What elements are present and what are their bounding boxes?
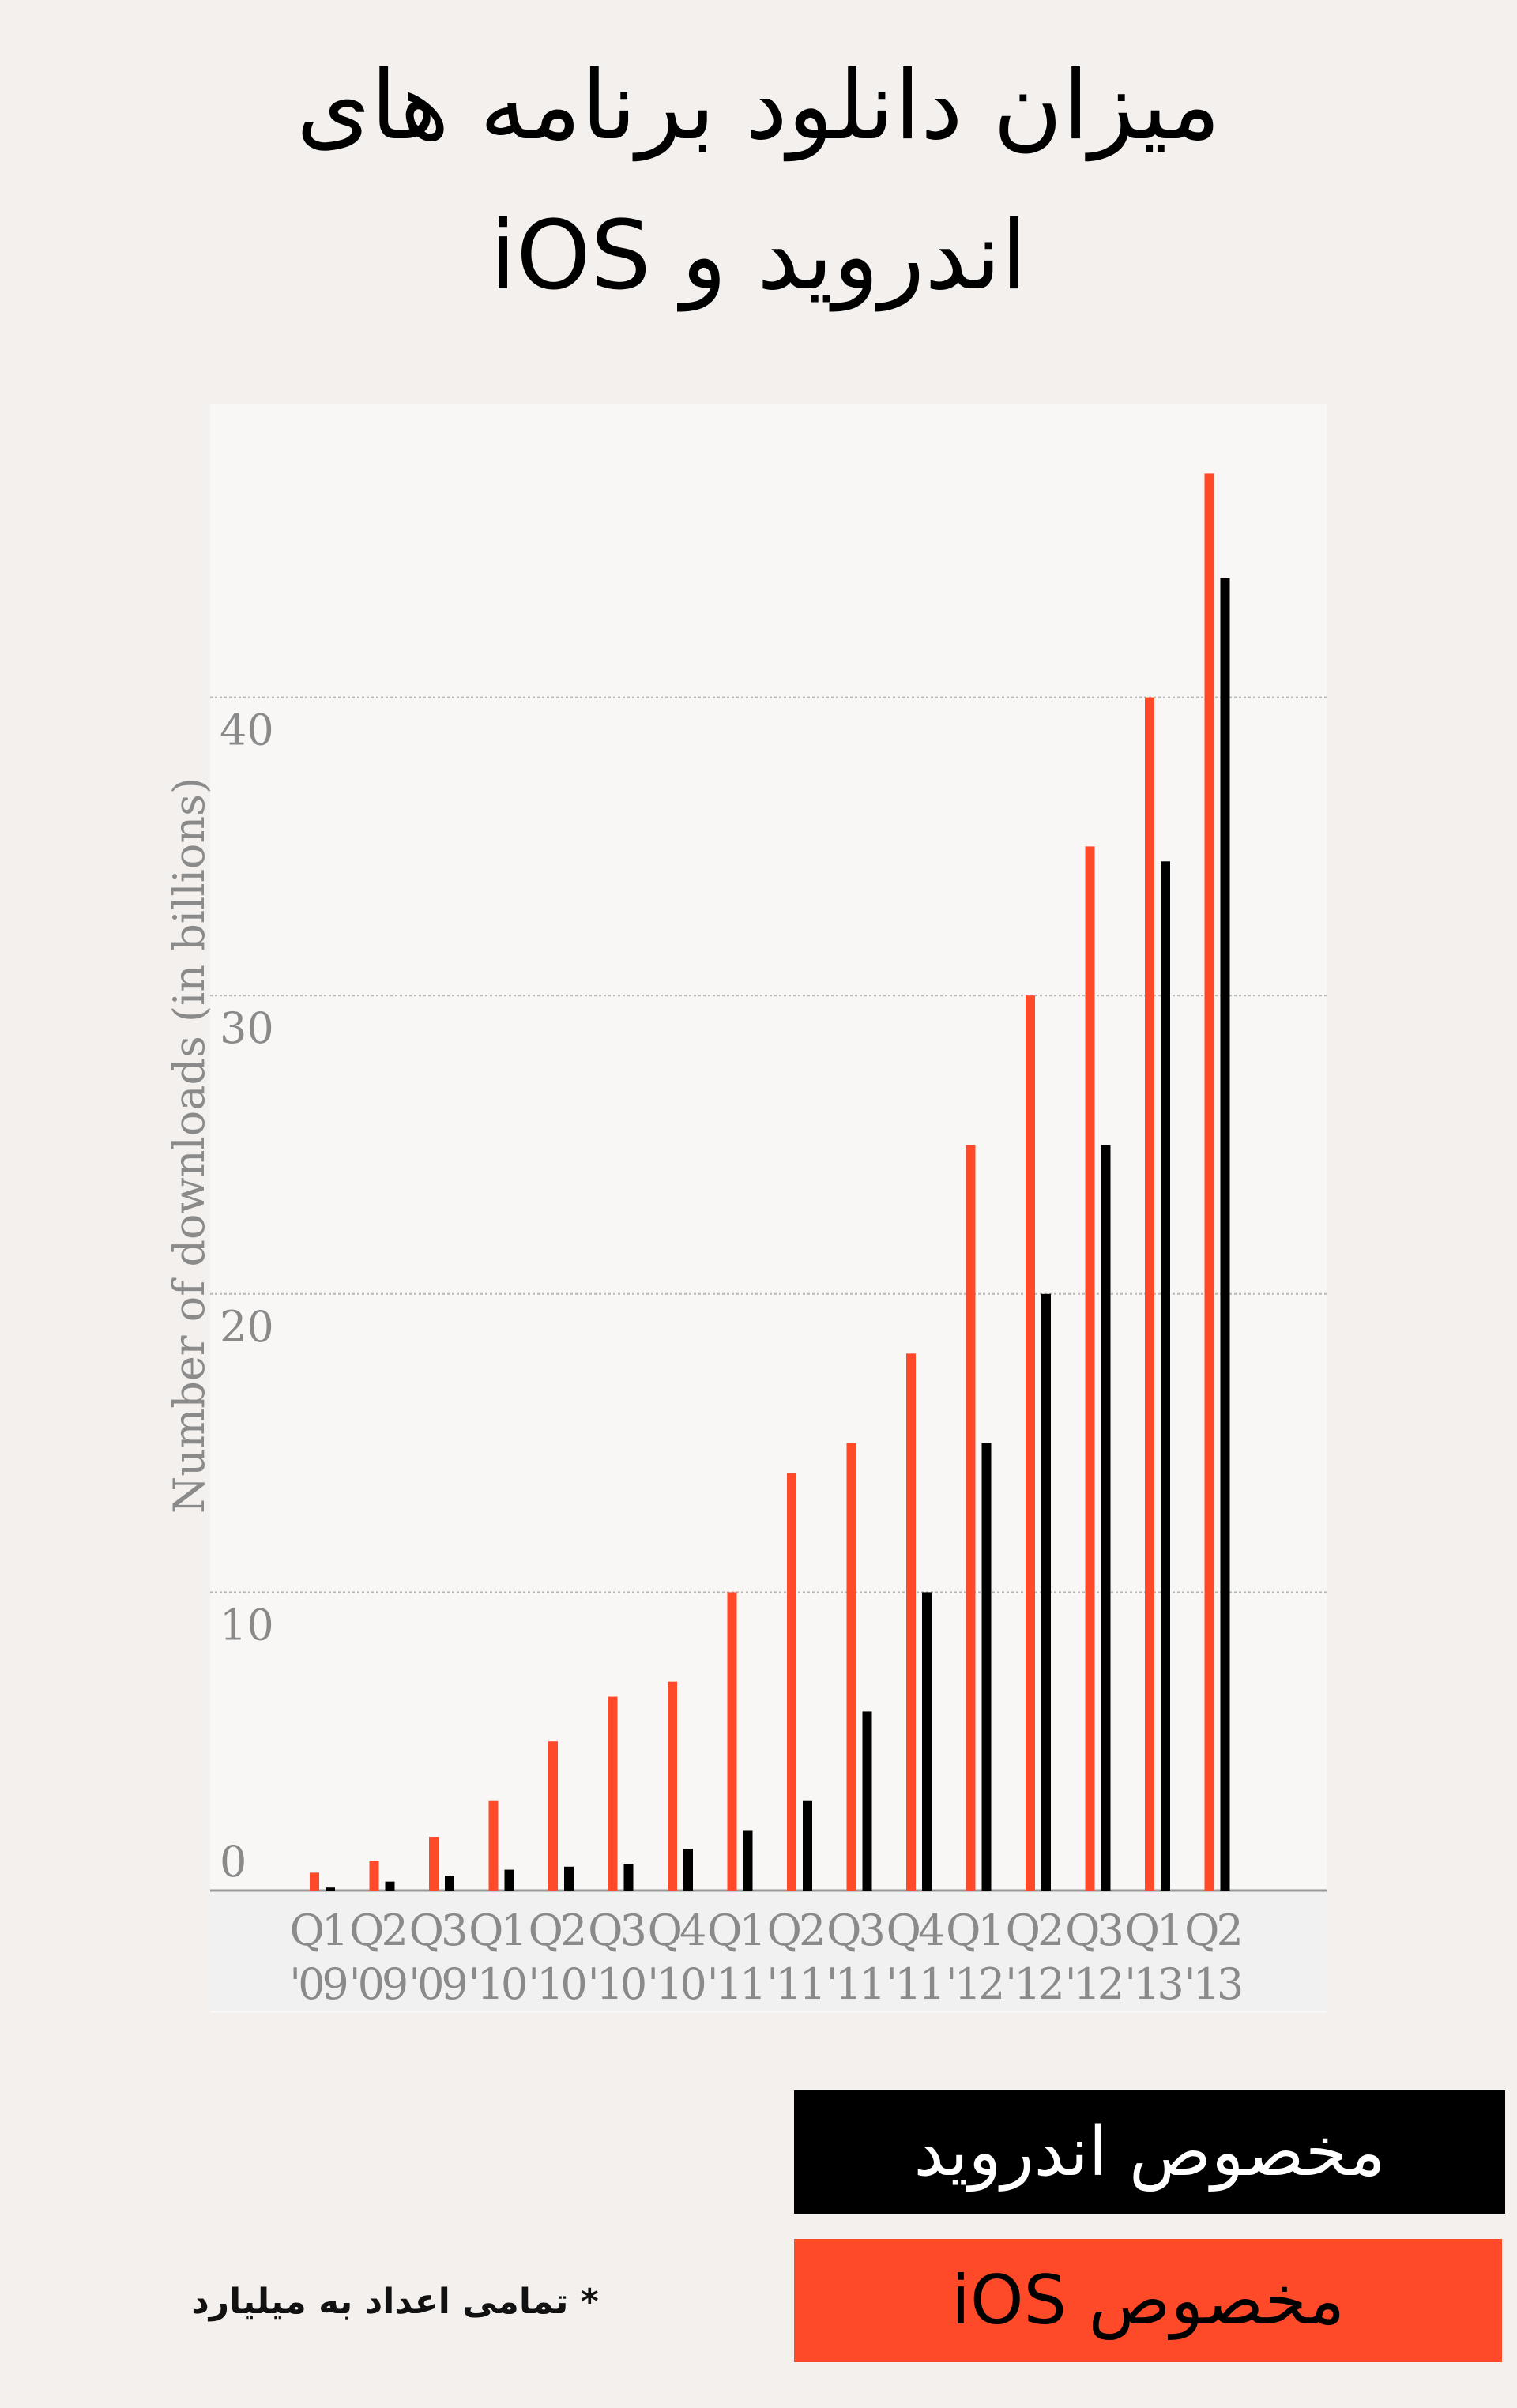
bar-ios bbox=[548, 1741, 558, 1891]
bar-android bbox=[981, 1443, 992, 1891]
bar-ios bbox=[429, 1837, 439, 1891]
x-tick-quarter: Q1 bbox=[469, 1906, 525, 1955]
bar-android bbox=[1101, 1145, 1111, 1891]
y-tick-label: 20 bbox=[220, 1302, 274, 1352]
x-tick-year: '10 bbox=[588, 1959, 645, 2009]
bar-android bbox=[326, 1887, 335, 1891]
x-tick-year: '11 bbox=[886, 1959, 943, 2009]
bar-android bbox=[862, 1711, 872, 1891]
legend-ios-label: مخصوص iOS bbox=[950, 2261, 1346, 2340]
x-tick-quarter: Q1 bbox=[290, 1906, 346, 1955]
bar-ios bbox=[906, 1353, 916, 1891]
bar-ios bbox=[1085, 846, 1095, 1891]
x-tick-year: '11 bbox=[707, 1959, 764, 2009]
y-tick-label: 10 bbox=[220, 1600, 274, 1650]
x-tick-year: '11 bbox=[766, 1959, 823, 2009]
x-tick-quarter: Q2 bbox=[349, 1906, 405, 1955]
x-tick-year: '13 bbox=[1184, 1959, 1241, 2009]
x-tick-year: '12 bbox=[1005, 1959, 1062, 2009]
bar-android bbox=[1041, 1293, 1051, 1891]
x-tick-year: '09 bbox=[408, 1959, 465, 2009]
x-tick-year: '09 bbox=[289, 1959, 346, 2009]
bar-android bbox=[564, 1866, 574, 1891]
x-tick-quarter: Q4 bbox=[648, 1906, 705, 1955]
x-tick-year: '10 bbox=[469, 1959, 525, 2009]
x-tick-quarter: Q2 bbox=[1184, 1906, 1240, 1955]
title-line-2: اندروید و iOS bbox=[489, 201, 1028, 311]
bar-android bbox=[623, 1864, 634, 1891]
x-tick-quarter: Q2 bbox=[529, 1906, 585, 1955]
x-tick-year: '12 bbox=[1065, 1959, 1122, 2009]
bar-android bbox=[385, 1881, 395, 1891]
x-tick-year: '10 bbox=[528, 1959, 585, 2009]
y-tick-label: 40 bbox=[220, 705, 274, 755]
x-tick-quarter: Q3 bbox=[588, 1906, 644, 1955]
x-tick-year: '12 bbox=[946, 1959, 1003, 2009]
bar-ios bbox=[966, 1145, 976, 1891]
bar-android bbox=[743, 1830, 753, 1891]
bar-ios bbox=[787, 1473, 796, 1891]
bar-ios bbox=[1026, 995, 1035, 1891]
bar-ios bbox=[1145, 697, 1154, 1891]
bar-android bbox=[683, 1849, 693, 1891]
x-tick-quarter: Q4 bbox=[886, 1906, 943, 1955]
bar-ios bbox=[1204, 473, 1214, 1891]
x-tick-quarter: Q3 bbox=[826, 1906, 883, 1955]
footnote: * تمامی اعداد به میلیارد bbox=[191, 2282, 599, 2322]
x-tick-quarter: Q3 bbox=[409, 1906, 465, 1955]
legend-android: مخصوص اندروید bbox=[794, 2090, 1505, 2214]
bar-android bbox=[803, 1800, 812, 1891]
x-tick-year: '09 bbox=[349, 1959, 406, 2009]
y-tick-label: 0 bbox=[220, 1837, 247, 1887]
legend-android-label: مخصوص اندروید bbox=[913, 2113, 1386, 2192]
plot-background bbox=[210, 404, 1327, 2013]
bar-ios bbox=[608, 1696, 618, 1891]
y-tick-label: 30 bbox=[220, 1003, 274, 1053]
bar-ios bbox=[727, 1592, 737, 1891]
bar-ios bbox=[846, 1443, 856, 1891]
bar-android bbox=[1220, 578, 1230, 1891]
bar-ios bbox=[668, 1681, 677, 1891]
x-tick-year: '11 bbox=[826, 1959, 883, 2009]
bar-ios bbox=[369, 1861, 379, 1891]
y-axis-label: Number of downloads (in billions) bbox=[164, 777, 214, 1514]
x-tick-year: '10 bbox=[647, 1959, 704, 2009]
title-line-1: میزان دانلود برنامه های bbox=[296, 51, 1221, 161]
x-tick-quarter: Q2 bbox=[767, 1906, 823, 1955]
x-axis-band bbox=[210, 1892, 1327, 2011]
bar-android bbox=[445, 1876, 454, 1891]
page-title: میزان دانلود برنامه های اندروید و iOS bbox=[0, 32, 1517, 332]
x-tick-quarter: Q2 bbox=[1006, 1906, 1062, 1955]
x-tick-quarter: Q1 bbox=[946, 1906, 1002, 1955]
bar-ios bbox=[310, 1872, 319, 1891]
legend-ios: مخصوص iOS bbox=[794, 2239, 1502, 2362]
bar-android bbox=[922, 1592, 932, 1891]
x-tick-quarter: Q1 bbox=[707, 1906, 763, 1955]
bar-android bbox=[504, 1869, 514, 1891]
bar-ios bbox=[488, 1800, 499, 1891]
x-tick-quarter: Q1 bbox=[1125, 1906, 1181, 1955]
x-tick-year: '13 bbox=[1124, 1959, 1181, 2009]
bar-android bbox=[1161, 861, 1170, 1891]
x-tick-quarter: Q3 bbox=[1065, 1906, 1121, 1955]
